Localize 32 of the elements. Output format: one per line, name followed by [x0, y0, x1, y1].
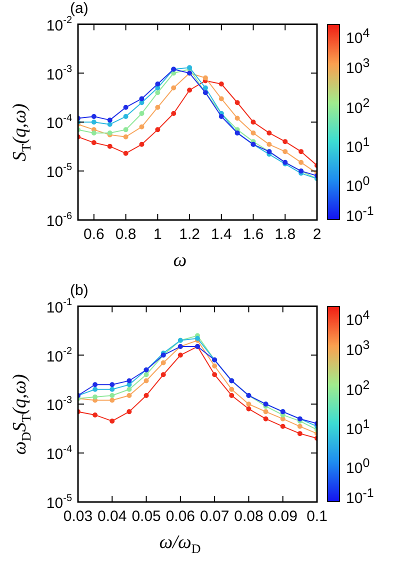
text: 10$^{2}$	[346, 94, 370, 119]
text: 10$^{3}$	[346, 55, 370, 80]
x-tick-label: 1.6	[242, 226, 264, 244]
x-tick-label: 0.08	[234, 508, 264, 526]
text: 10$^{-1}$	[346, 203, 374, 227]
x-tick-label: 1.2	[179, 226, 200, 244]
x-tick-label: 0.06	[166, 508, 196, 526]
text: 10$^{4}$	[346, 25, 370, 50]
x-tick-label: 0.8	[115, 226, 136, 244]
x-axis-title: ω/ω$_{D}$	[158, 532, 202, 557]
x-tick-label: 1.8	[274, 226, 296, 244]
x-tick-label: 0.03	[63, 508, 93, 526]
text: 10$^{0}$	[346, 454, 370, 479]
x-tick-label: 0.1	[306, 508, 328, 526]
text: 10$^{3}$	[346, 337, 370, 362]
x-tick-label: 0.09	[268, 508, 298, 526]
chart-title: (b)	[70, 282, 88, 299]
x-tick-label: 0.6	[84, 226, 104, 244]
text: 10$^{1}$	[346, 134, 370, 158]
text: 10$^{4}$	[346, 307, 370, 332]
x-tick-label: 0.04	[98, 508, 127, 526]
text: 10$^{1}$	[346, 416, 370, 440]
x-tick-label: 2	[312, 226, 322, 244]
chart-title: (a)	[70, 0, 88, 17]
x-tick-label: 1	[153, 226, 162, 244]
text: 10$^{2}$	[346, 376, 370, 401]
x-tick-label: 0.07	[200, 508, 230, 526]
x-axis-title: ω	[172, 250, 188, 272]
x-tick-label: 1.4	[210, 226, 232, 244]
text: 10$^{0}$	[346, 172, 370, 197]
x-tick-label: 0.05	[132, 508, 161, 526]
text: 10$^{-1}$	[346, 485, 374, 509]
